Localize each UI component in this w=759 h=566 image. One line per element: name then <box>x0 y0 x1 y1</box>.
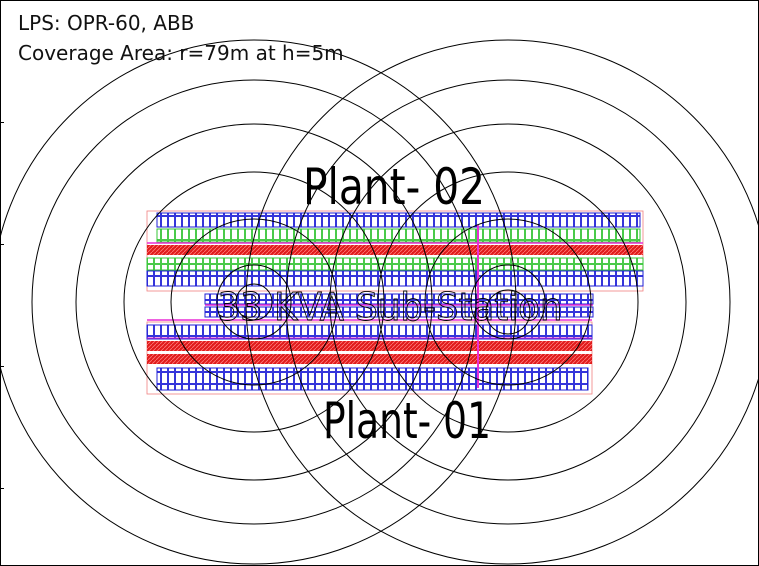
lps-model-caption: LPS: OPR-60, ABB <box>18 11 195 35</box>
internal-road <box>147 245 643 255</box>
left-lps-ring <box>0 39 517 565</box>
left-lps-ring <box>123 171 385 433</box>
frame-tick <box>0 122 4 123</box>
pv-row <box>146 270 644 287</box>
plant-02-label: Plant- 02 <box>303 158 485 216</box>
inner-ring <box>485 289 531 335</box>
left-lps-ring <box>170 218 338 386</box>
solar-plant-layout <box>146 210 644 395</box>
right-lps-ring <box>377 171 639 433</box>
left-lps-ring <box>75 123 433 481</box>
coverage-area-caption: Coverage Area: r=79m at h=5m <box>18 41 344 65</box>
frame-tick <box>0 366 4 367</box>
frame-tick <box>0 244 4 245</box>
inner-ring <box>235 283 273 321</box>
right-lps-ring <box>424 218 592 386</box>
pv-row <box>156 212 641 228</box>
pv-row <box>204 306 594 318</box>
right-lps-ring <box>329 123 687 481</box>
right-lps-ring <box>470 264 546 340</box>
pv-row <box>204 293 594 305</box>
left-lps-ring <box>31 79 477 525</box>
plant-01-label: Plant- 01 <box>323 392 491 450</box>
substation-label: 33 KVA Sub-Station <box>218 285 563 329</box>
right-lps-ring <box>285 79 731 525</box>
left-lps-ring <box>216 264 292 340</box>
pv-row <box>156 228 641 243</box>
right-lps-ring <box>245 39 759 565</box>
coverage-rings <box>0 39 759 565</box>
pv-row <box>146 257 644 271</box>
pv-row <box>156 367 589 391</box>
internal-road <box>147 354 592 364</box>
area-labels: Plant- 02 Plant- 01 33 KVA Sub-Station <box>217 158 563 450</box>
pv-row <box>146 324 593 340</box>
frame-tick <box>0 488 4 489</box>
internal-road <box>147 341 592 351</box>
